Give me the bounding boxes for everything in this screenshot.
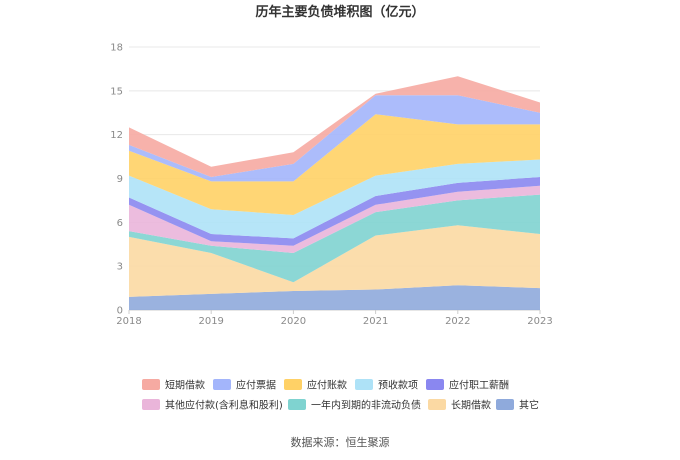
legend-swatch [355,379,373,390]
legend-label: 应付职工薪酬 [449,379,509,392]
legend-swatch [288,399,306,410]
area-series-5 [129,159,540,239]
y-tick-label: 18 [110,43,123,54]
legend-label: 应付票据 [236,379,276,392]
legend-label: 其他应付款(含利息和股利) [165,399,283,412]
x-tick-label: 2018 [116,316,141,327]
legend-label: 其它 [519,399,539,412]
legend-swatch [496,399,514,410]
area-series-6 [129,114,540,215]
area-series-8 [129,76,540,177]
x-tick-label: 2023 [527,316,552,327]
stacked-areas [129,76,540,310]
legend-swatch [284,379,302,390]
y-tick-label: 12 [110,130,123,141]
y-tick-label: 6 [117,218,123,229]
x-tick-label: 2022 [445,316,470,327]
area-series-3 [129,185,540,253]
area-series-7 [129,95,540,182]
legend-swatch [213,379,231,390]
x-tick-label: 2020 [281,316,306,327]
x-axis: 2018 2019 2020 2021 2022 2023 [116,310,553,327]
legend-label: 短期借款 [165,379,205,392]
legend-label: 预收款项 [378,379,418,392]
data-source-note: 数据来源：恒生聚源 [291,435,390,449]
legend-swatch [426,379,444,390]
y-tick-label: 9 [117,174,123,185]
area-series-1 [129,225,540,297]
area-series-4 [129,177,540,246]
legend-label: 长期借款 [451,399,491,412]
chart-title: 历年主要负债堆积图（亿元） [255,4,424,20]
y-tick-label: 0 [117,306,123,317]
legend-swatch [142,379,160,390]
area-series-2 [129,194,540,283]
y-tick-label: 15 [110,86,123,97]
x-tick-label: 2019 [198,316,223,327]
x-tick-label: 2021 [363,316,388,327]
legend-swatch [428,399,446,410]
area-series-0 [129,285,540,310]
legend-label: 一年内到期的非流动负债 [311,399,421,412]
y-axis: 0 3 6 9 12 15 18 [110,43,123,317]
y-tick-label: 3 [117,262,123,273]
legend-swatch [142,399,160,410]
legend-label: 应付账款 [307,379,347,392]
